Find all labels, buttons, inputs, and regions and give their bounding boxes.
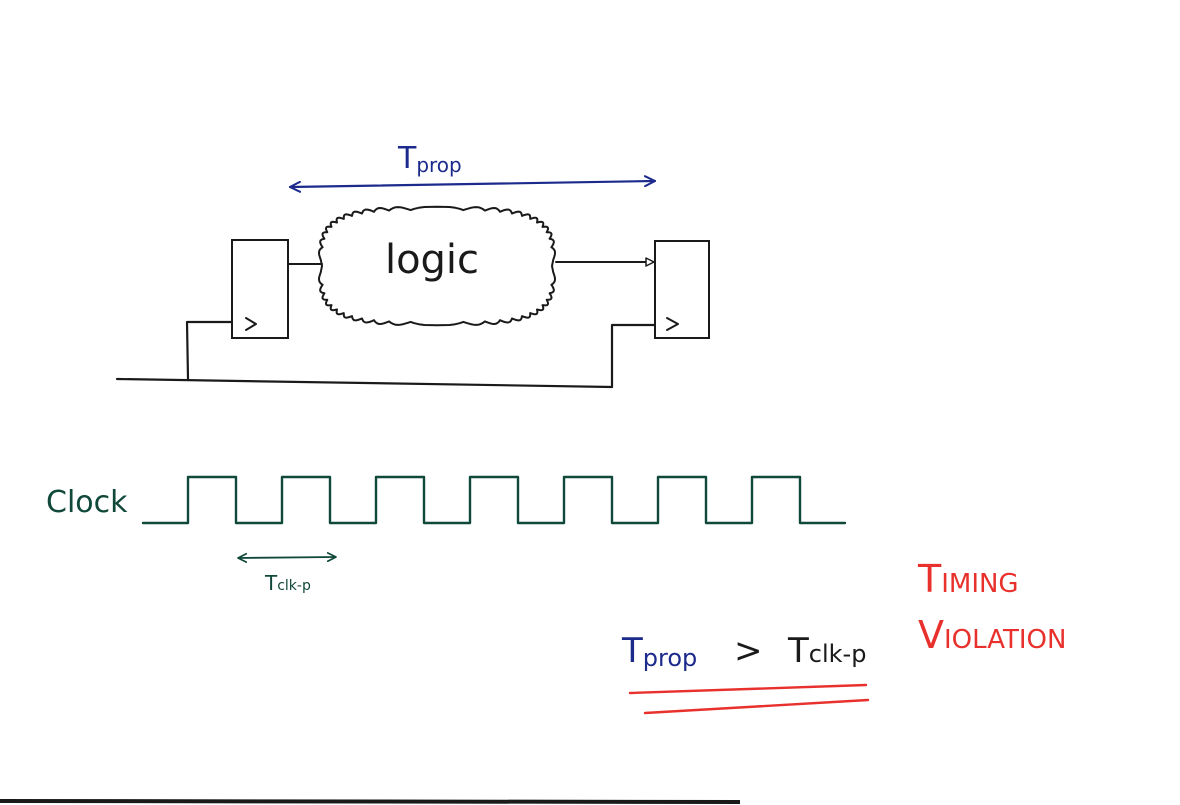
underline-1 [628, 683, 868, 695]
inequality-right-sub: clk-p [809, 640, 867, 668]
inequality-left-sub: prop [643, 644, 698, 672]
tprop-double-arrow [288, 175, 657, 193]
underline-2 [643, 698, 870, 715]
violation-line: VIOLATION [918, 613, 1066, 657]
tclk-label: Tclk-p [264, 571, 311, 595]
inequality-left: Tprop [621, 631, 697, 672]
flip-flop-right [654, 240, 710, 339]
clock-waveform [141, 475, 847, 525]
tclk-main: T [264, 571, 278, 595]
clock-wire-right-ff [610, 323, 657, 389]
inequality-right-main: T [787, 631, 809, 671]
timing-violation-note: TIMING VIOLATION [917, 557, 1066, 657]
clock-wires [115, 320, 657, 389]
clock-label: Clock [46, 485, 128, 520]
timing-line: TIMING [917, 557, 1019, 601]
tclk-sub: clk-p [277, 578, 311, 594]
page-edge [0, 799, 741, 804]
inequality-right: Tclk-p [787, 631, 866, 671]
flip-flop-right-clock-marker [666, 317, 679, 331]
tprop-top-sub: prop [416, 153, 461, 177]
violation-first: V [918, 613, 944, 657]
logic-cloud: logic [318, 205, 556, 327]
timing-rest: IMING [941, 569, 1018, 599]
inequality-operator: > [734, 631, 763, 671]
clock-wire-left-ff [185, 320, 234, 381]
logic-label: logic [385, 237, 479, 283]
clock-waveform-group: Clock Tclk-p [46, 475, 847, 595]
data-wires [287, 257, 655, 267]
timing-first: T [917, 557, 942, 601]
tprop-top-main: T [397, 141, 417, 176]
tprop-top-label: Tprop [397, 141, 462, 177]
tprop-top-annotation: Tprop [288, 141, 657, 193]
inequality-group: Tprop > Tclk-p [621, 631, 870, 715]
flip-flop-right-body [654, 240, 710, 339]
violation-rest: IOLATION [944, 625, 1066, 655]
clock-wire-main [115, 377, 614, 389]
flip-flop-left-clock-marker [245, 317, 257, 331]
logic-cloud-outline [318, 205, 556, 327]
inequality-left-main: T [621, 631, 643, 671]
tclk-period-arrow [237, 552, 337, 563]
flip-flop-left-body [231, 239, 289, 339]
flip-flop-left [231, 239, 289, 339]
